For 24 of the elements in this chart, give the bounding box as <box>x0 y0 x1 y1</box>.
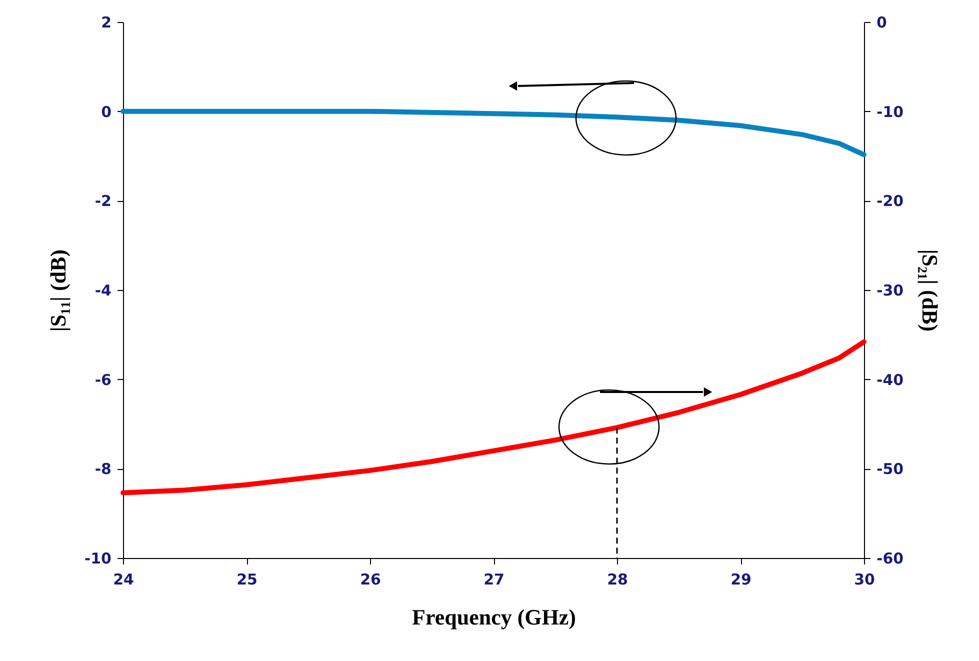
x-tick-label: 27 <box>484 570 504 588</box>
y-tick-label: 0 <box>101 102 112 121</box>
y-tick-label: -4 <box>94 282 112 300</box>
x-tick-label: 30 <box>854 570 875 588</box>
y-tick-label: -2 <box>94 192 112 210</box>
y-tick-label: -8 <box>94 460 112 478</box>
y2-tick-label: -50 <box>876 460 904 478</box>
x-tick-label: 28 <box>607 570 628 588</box>
x-tick-label: 26 <box>360 570 381 588</box>
y2-tick-label: 0 <box>876 14 887 32</box>
y2-tick-label: -30 <box>876 282 904 300</box>
y2-axis-title: |S₂₁| (dB) <box>918 249 943 332</box>
y2-tick-label: -60 <box>876 550 904 568</box>
x-tick-label: 24 <box>113 570 134 588</box>
y2-tick-label: -40 <box>876 370 904 389</box>
y2-tick-label: -20 <box>876 192 904 210</box>
x-axis-title: Frequency (GHz) <box>412 604 576 630</box>
y-axis-title: |S₁₁| (dB) <box>45 249 70 332</box>
x-tick-label: 29 <box>730 570 752 588</box>
y-tick-label: 2 <box>101 14 112 32</box>
x-tick-label: 25 <box>236 570 258 588</box>
y2-tick-label: -10 <box>876 102 904 121</box>
y-tick-label: -10 <box>84 550 112 568</box>
y-tick-label: -6 <box>94 370 112 389</box>
